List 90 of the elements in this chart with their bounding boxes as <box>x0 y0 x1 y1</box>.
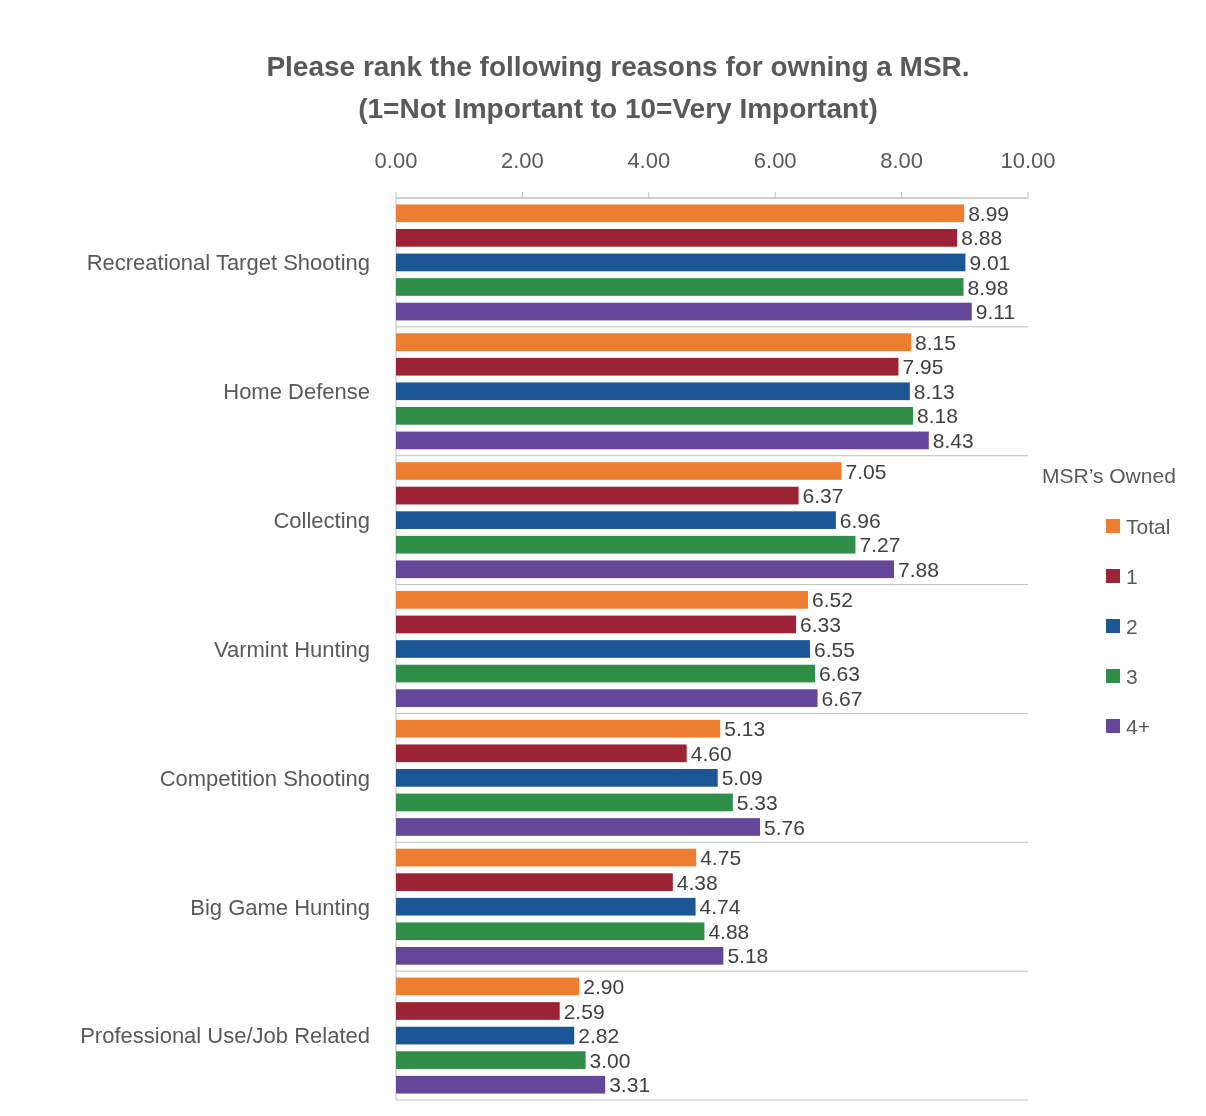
data-label: 2.90 <box>583 975 625 998</box>
data-label: 4.38 <box>676 870 718 894</box>
data-label: 6.52 <box>812 588 853 612</box>
bar <box>396 333 912 351</box>
y-tick-label: Collecting <box>273 508 370 534</box>
bar <box>396 947 724 965</box>
y-tick-label: Recreational Target Shooting <box>86 250 370 276</box>
x-tick-label: 6.00 <box>753 148 797 173</box>
bar <box>396 818 761 836</box>
data-label: 6.37 <box>802 484 844 508</box>
data-label: 4.75 <box>700 846 742 870</box>
bar <box>396 431 929 450</box>
data-label: 8.43 <box>932 428 974 452</box>
data-label: 7.95 <box>902 355 944 379</box>
legend-title: MSR’s Owned <box>1042 464 1176 487</box>
bar <box>396 357 899 376</box>
data-label: 3.31 <box>609 1073 651 1097</box>
legend-label: Total <box>1126 514 1171 538</box>
data-label: 5.18 <box>727 944 769 968</box>
data-label: 5.76 <box>764 815 805 839</box>
y-tick-label: Home Defense <box>223 379 370 405</box>
data-label: 5.09 <box>721 766 763 790</box>
bar <box>396 1002 560 1020</box>
data-label: 6.55 <box>813 637 855 661</box>
data-label: 4.74 <box>699 895 741 919</box>
bar <box>396 873 673 891</box>
x-tick-label: 0.00 <box>374 148 418 173</box>
bar <box>396 302 972 321</box>
bar <box>396 535 856 554</box>
bar <box>396 462 842 480</box>
data-label: 6.33 <box>800 613 841 636</box>
y-tick-label: Competition Shooting <box>159 765 370 791</box>
data-label: 5.13 <box>724 717 766 741</box>
x-tick-label: 10.00 <box>1000 148 1056 173</box>
data-label: 4.88 <box>708 919 750 943</box>
bar <box>396 511 836 529</box>
data-label: 5.33 <box>736 790 778 814</box>
data-label: 6.63 <box>819 662 860 686</box>
y-tick-label: Professional Use/Job Related <box>80 1023 370 1049</box>
bar <box>396 204 965 223</box>
data-label: 9.11 <box>975 300 1016 324</box>
legend-label: 1 <box>1126 564 1138 588</box>
data-label: 8.15 <box>915 330 956 354</box>
bar <box>396 486 799 505</box>
bar <box>396 848 697 867</box>
data-label: 7.05 <box>845 459 887 483</box>
bar <box>396 744 687 763</box>
bar <box>396 769 718 787</box>
bar <box>396 229 958 247</box>
bar <box>396 897 696 916</box>
legend-label: 3 <box>1126 664 1138 688</box>
data-label: 6.96 <box>839 508 881 532</box>
y-tick-label: Big Game Hunting <box>190 894 370 920</box>
bar <box>396 253 966 272</box>
chart-title: Please rank the following reasons for owning a MSR. (1=Not Important to 10=Very Important) <box>266 51 970 124</box>
data-label: 3.00 <box>589 1048 631 1072</box>
data-label: 8.13 <box>913 379 955 403</box>
bar <box>396 560 895 579</box>
data-label: 8.18 <box>916 404 958 428</box>
x-tick-label: 8.00 <box>880 148 924 173</box>
data-label: 7.27 <box>859 533 901 557</box>
bar <box>396 407 913 425</box>
bar <box>396 977 580 996</box>
bar <box>396 664 816 683</box>
data-label: 2.82 <box>578 1024 620 1048</box>
legend-label: 4+ <box>1126 714 1150 738</box>
data-label: 8.99 <box>968 201 1010 225</box>
data-label: 7.88 <box>898 557 939 581</box>
data-label: 8.98 <box>967 275 1009 299</box>
data-label: 8.88 <box>961 226 1003 250</box>
bar <box>396 1051 586 1069</box>
bar <box>396 793 733 812</box>
data-label: 2.59 <box>563 999 605 1023</box>
data-label: 9.01 <box>969 250 1011 274</box>
bar <box>396 1075 606 1094</box>
bar <box>396 689 818 707</box>
bar <box>396 922 705 941</box>
bar <box>396 591 809 609</box>
data-label: 4.60 <box>690 741 732 765</box>
bar <box>396 719 721 738</box>
bar <box>396 640 810 658</box>
bar <box>396 382 910 401</box>
bar <box>396 278 964 296</box>
data-label: 6.67 <box>821 686 863 710</box>
bar <box>396 615 797 634</box>
legend-label: 2 <box>1126 614 1138 638</box>
y-tick-label: Varmint Hunting <box>213 636 370 662</box>
x-tick-label: 2.00 <box>500 148 544 173</box>
x-tick-label: 4.00 <box>627 148 671 173</box>
bar <box>396 1026 575 1045</box>
